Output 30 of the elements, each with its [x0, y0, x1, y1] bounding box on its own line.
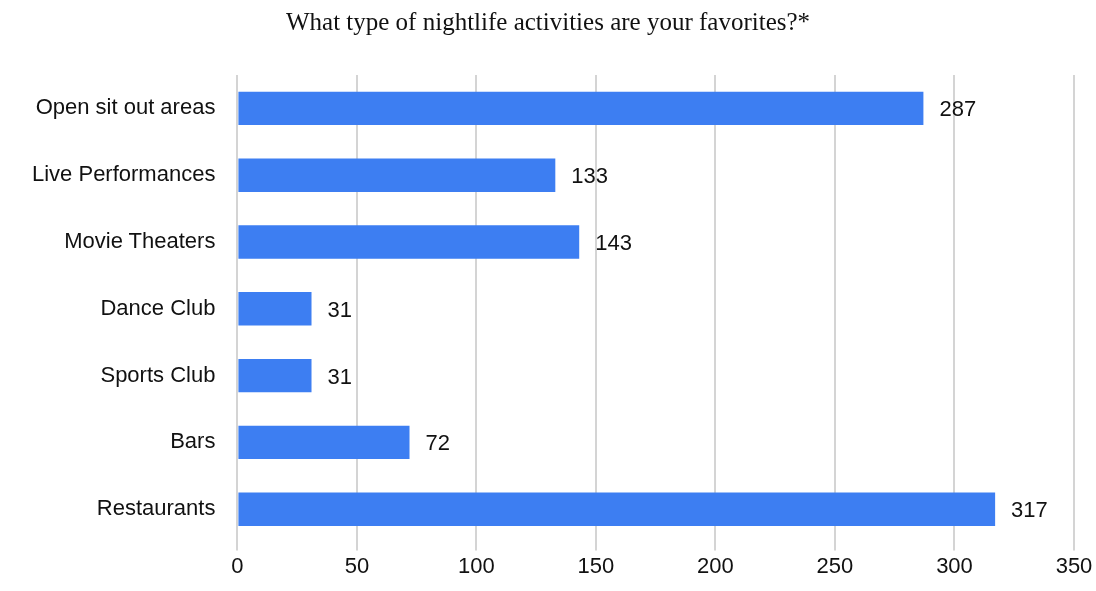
bar — [238, 91, 924, 126]
x-tick-label: 250 — [816, 552, 854, 578]
y-tick-label: Sports Club — [100, 361, 216, 387]
bar — [238, 425, 410, 460]
y-tick-label: Live Performances — [31, 161, 216, 187]
bar — [238, 225, 580, 259]
data-label: 31 — [327, 363, 352, 389]
chart-title: What type of nightlife activities are your favorites?* — [284, 8, 812, 36]
bar — [238, 158, 556, 192]
bar — [238, 492, 996, 526]
bar — [238, 358, 312, 393]
x-tick-label: 50 — [344, 552, 370, 578]
x-tick-label: 150 — [577, 552, 615, 578]
x-tick-label: 200 — [697, 552, 734, 578]
x-tick-label: 350 — [1055, 552, 1093, 578]
x-tick-label: 300 — [936, 552, 973, 578]
y-tick-label: Dance Club — [100, 294, 216, 320]
y-tick-label: Open sit out areas — [35, 94, 216, 120]
data-label: 287 — [939, 96, 977, 122]
x-tick-label: 0 — [231, 552, 244, 578]
bar — [238, 292, 312, 326]
y-tick-label: Movie Theaters — [64, 228, 216, 254]
data-label: 133 — [571, 163, 609, 189]
data-label: 31 — [327, 296, 352, 322]
x-tick-label: 100 — [458, 552, 495, 578]
y-tick-label: Bars — [170, 428, 216, 454]
data-label: 72 — [425, 430, 450, 456]
data-label: 317 — [1011, 497, 1048, 523]
y-tick-label: Restaurants — [96, 495, 216, 521]
data-label: 143 — [595, 230, 632, 256]
